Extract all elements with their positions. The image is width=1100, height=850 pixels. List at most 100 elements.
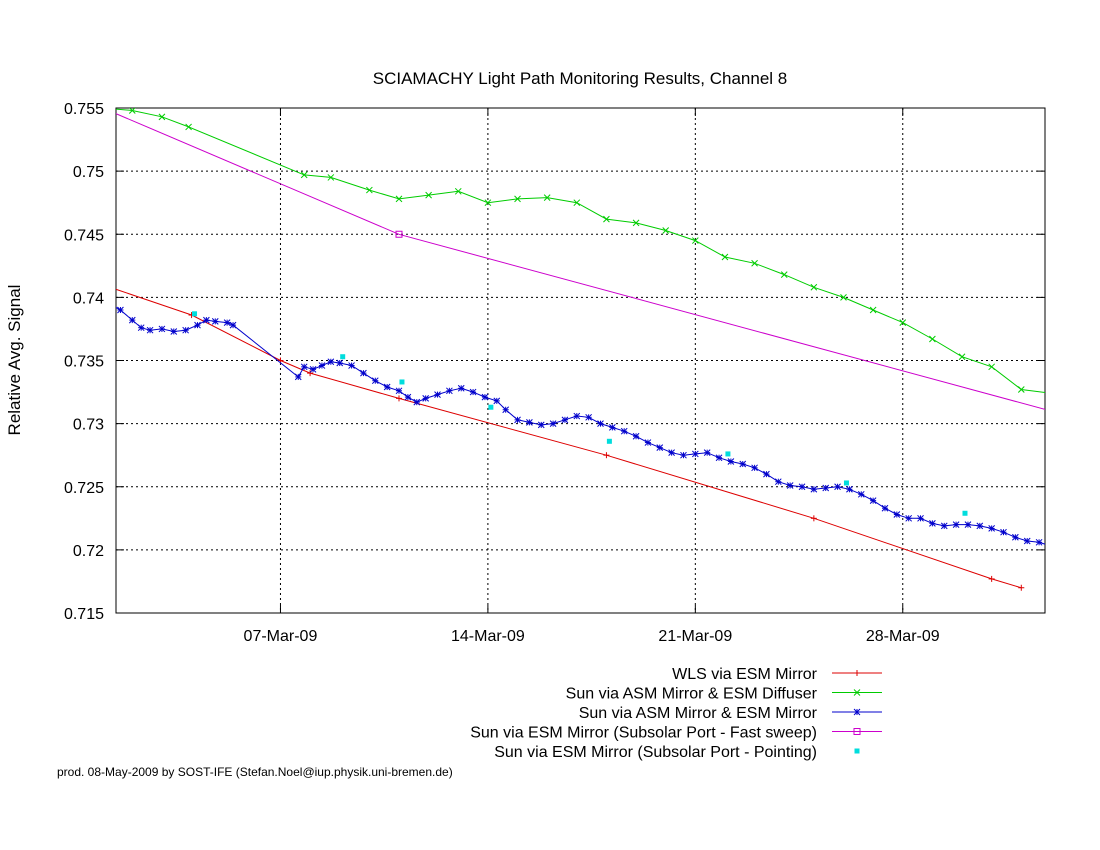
data-point (223, 319, 231, 326)
legend-marker (853, 728, 861, 735)
data-point (822, 484, 830, 492)
data-point (632, 432, 640, 440)
legend-item-1: WLS via ESM Mirror (672, 666, 882, 683)
data-point (958, 353, 966, 361)
x-tick-label: 07-Mar-09 (244, 628, 318, 645)
data-point (526, 419, 533, 426)
data-point (573, 412, 581, 420)
data-point (988, 575, 995, 582)
legend-label: Sun via ESM Mirror (Subsolar Port - Poin… (494, 744, 817, 761)
data-point (395, 230, 403, 238)
data-point (988, 525, 996, 532)
data-point (715, 454, 723, 462)
y-tick-label: 0.725 (64, 480, 104, 497)
data-point (585, 413, 593, 421)
data-point (413, 398, 421, 406)
data-point (881, 504, 889, 512)
y-tick-label: 0.715 (64, 606, 104, 623)
x-tick-label: 21-Mar-09 (658, 628, 732, 645)
data-point (786, 482, 794, 489)
data-point (739, 460, 747, 468)
legend-marker (854, 748, 860, 754)
data-point (158, 113, 166, 121)
x-tick-label: 28-Mar-09 (866, 628, 940, 645)
data-point (309, 365, 317, 373)
data-point (300, 363, 308, 371)
y-tick-label: 0.75 (73, 164, 104, 181)
data-point (194, 321, 201, 329)
data-point (857, 490, 865, 498)
data-point (1023, 537, 1031, 545)
data-point (1035, 538, 1043, 546)
y-axis-label: Relative Avg. Signal (5, 285, 24, 436)
data-point (128, 316, 136, 324)
data-point (395, 395, 402, 402)
data-point (905, 514, 913, 522)
data-point (798, 483, 806, 491)
data-point (597, 420, 604, 427)
data-point (158, 325, 166, 333)
y-tick-label: 0.74 (73, 290, 104, 307)
data-point (543, 194, 551, 201)
data-point (399, 379, 405, 385)
x-axis: 07-Mar-09 14-Mar-09 21-Mar-09 28-Mar-09 (244, 108, 940, 645)
data-point (632, 219, 640, 227)
data-point (962, 510, 968, 516)
data-point (751, 464, 758, 472)
data-point (100, 282, 106, 288)
data-point (603, 215, 610, 223)
series-layer (100, 108, 1045, 591)
data-point (780, 271, 788, 279)
legend-label: Sun via ESM Mirror (Subsolar Port - Fast… (470, 725, 817, 742)
legend-label: Sun via ASM Mirror & ESM Mirror (579, 705, 818, 722)
data-point (340, 354, 346, 360)
data-point (336, 359, 344, 367)
x-tick-label: 14-Mar-09 (451, 628, 525, 645)
series-line-1 (116, 288, 1022, 589)
data-point (917, 514, 924, 522)
data-point (869, 306, 877, 314)
data-point (117, 306, 124, 314)
data-point (843, 480, 849, 486)
y-tick-label: 0.755 (64, 101, 104, 118)
data-point (691, 450, 699, 458)
data-point (691, 237, 699, 244)
series-5 (192, 311, 968, 516)
data-point (383, 383, 391, 391)
data-point (840, 294, 847, 301)
data-point (964, 521, 972, 528)
series-4 (116, 113, 1045, 410)
data-point (446, 387, 453, 395)
data-point (211, 318, 219, 325)
legend-item-2: Sun via ASM Mirror & ESM Diffuser (566, 686, 882, 703)
data-point (514, 195, 521, 203)
data-point (203, 316, 210, 324)
data-point (899, 319, 907, 326)
data-point (182, 326, 189, 334)
data-point (609, 424, 616, 431)
data-point (603, 452, 610, 459)
data-point (644, 439, 652, 446)
data-point (170, 328, 178, 335)
data-point (327, 174, 335, 181)
data-point (810, 283, 818, 291)
data-point (360, 369, 367, 377)
data-point (1018, 584, 1025, 591)
data-point (668, 449, 675, 457)
data-point (537, 421, 545, 429)
chart-title: SCIAMACHY Light Path Monitoring Results,… (373, 69, 788, 88)
data-point (469, 388, 477, 396)
legend-label: WLS via ESM Mirror (672, 666, 818, 683)
series-line-4 (116, 113, 1045, 410)
legend-item-3: Sun via ASM Mirror & ESM Mirror (579, 705, 882, 722)
legend-marker (854, 670, 860, 676)
series-2 (116, 108, 1045, 394)
footer-credit: prod. 08-May-2009 by SOST-IFE (Stefan.No… (57, 765, 453, 779)
y-axis: 0.715 0.72 0.725 0.73 0.735 0.74 0.745 0.75 0.75… (64, 101, 1045, 623)
data-point (893, 511, 901, 518)
legend-marker (853, 708, 861, 716)
data-point (727, 458, 735, 465)
legend-marker (853, 689, 861, 696)
data-point (307, 370, 314, 377)
data-point (1000, 528, 1007, 536)
